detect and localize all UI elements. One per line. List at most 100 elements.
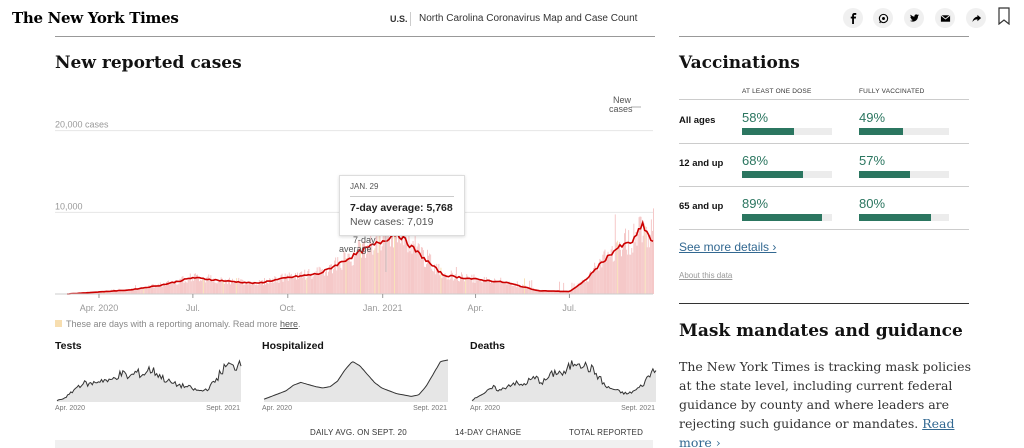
- tests-mini-chart[interactable]: Tests Apr. 2020 Sept. 2021: [55, 340, 243, 420]
- new-cases-bar: [355, 251, 357, 294]
- new-cases-bar: [326, 268, 327, 294]
- new-cases-bar: [336, 270, 338, 294]
- new-cases-bar: [396, 213, 397, 294]
- new-cases-bar: [450, 270, 452, 294]
- new-cases-bar: [516, 281, 518, 294]
- new-cases-bar: [158, 284, 160, 294]
- new-cases-bar: [445, 276, 447, 294]
- new-cases-bar: [531, 280, 533, 294]
- anomaly-read-more-link[interactable]: here: [279, 319, 298, 329]
- new-cases-bar: [117, 291, 119, 294]
- new-cases-bar: [455, 267, 457, 294]
- new-cases-bar: [279, 279, 281, 294]
- new-cases-bar: [620, 249, 621, 294]
- new-cases-bar: [601, 267, 603, 294]
- new-cases-bar: [162, 283, 164, 294]
- new-cases-bar: [99, 291, 100, 294]
- new-cases-bar: [591, 272, 592, 294]
- new-cases-bar: [100, 291, 101, 294]
- new-cases-bar: [565, 291, 567, 294]
- see-more-details-link[interactable]: See more details ›: [679, 240, 777, 254]
- new-cases-bar: [522, 284, 523, 294]
- new-cases-bar: [572, 290, 574, 294]
- new-cases-bar: [614, 214, 616, 294]
- new-cases-bar: [599, 258, 601, 294]
- new-cases-bar: [289, 274, 291, 294]
- new-cases-bar: [333, 269, 335, 294]
- new-cases-bar: [538, 289, 540, 294]
- top-bar: The New York Times U.S. North Carolina C…: [0, 0, 1024, 36]
- new-cases-bar: [334, 260, 336, 294]
- stats-col-daily-avg: DAILY AVG. ON SEPT. 20: [310, 428, 407, 437]
- new-cases-bar: [641, 242, 643, 294]
- new-cases-bar: [190, 281, 192, 294]
- chart-tooltip: JAN. 29 7-day average: 5,768 New cases: …: [339, 175, 465, 236]
- new-cases-bar: [401, 224, 403, 294]
- new-cases-bar: [497, 280, 499, 294]
- new-cases-bar: [478, 280, 480, 294]
- new-cases-bar: [563, 282, 565, 294]
- new-cases-bar: [515, 287, 517, 294]
- new-cases-bar: [384, 228, 386, 294]
- new-cases-bar: [323, 275, 325, 294]
- new-cases-bar: [407, 252, 409, 294]
- new-cases-bar: [400, 243, 402, 294]
- new-cases-bar: [569, 292, 571, 294]
- section-label[interactable]: U.S.: [390, 14, 408, 24]
- hospitalized-mini-chart[interactable]: Hospitalized Apr. 2020 Sept. 2021: [262, 340, 450, 420]
- new-cases-bar: [131, 288, 132, 294]
- new-cases-bar: [640, 216, 642, 294]
- mask-read-more-link[interactable]: Read more ›: [679, 416, 955, 448]
- new-cases-bar: [327, 275, 328, 294]
- new-cases-bar: [379, 228, 381, 294]
- new-cases-bar: [182, 276, 184, 294]
- vax-12-up-full: 57%: [859, 153, 886, 168]
- new-cases-bar: [119, 290, 121, 294]
- new-cases-bar: [225, 280, 227, 294]
- new-cases-bar: [483, 276, 485, 294]
- facebook-icon[interactable]: [843, 8, 863, 28]
- bookmark-icon[interactable]: [998, 7, 1010, 25]
- about-this-data-link[interactable]: About this data: [679, 271, 733, 280]
- new-cases-bar: [647, 234, 649, 294]
- new-cases-bar: [275, 277, 277, 294]
- email-icon[interactable]: [935, 8, 955, 28]
- share-arrow-icon[interactable]: [966, 8, 986, 28]
- new-cases-bar: [150, 286, 152, 294]
- new-cases-bar: [449, 278, 451, 294]
- new-cases-bar: [192, 280, 194, 294]
- new-cases-bar: [637, 234, 639, 294]
- vax-all-ages-one-dose-fill: [742, 128, 795, 135]
- vax-row-label-12-up: 12 and up: [679, 158, 724, 169]
- deaths-mini-chart[interactable]: Deaths Apr. 2020 Sept. 2021: [470, 340, 658, 420]
- new-cases-bar: [485, 277, 487, 294]
- new-cases-bar: [244, 284, 246, 294]
- new-cases-bar: [365, 257, 367, 294]
- new-cases-bar: [635, 232, 637, 294]
- new-cases-bar: [542, 290, 544, 294]
- new-cases-bar: [650, 219, 652, 294]
- new-cases-bar: [406, 240, 408, 294]
- nyt-logo[interactable]: The New York Times: [12, 9, 179, 27]
- new-cases-bar: [219, 280, 221, 294]
- new-cases-bar: [347, 253, 349, 294]
- new-cases-bar: [352, 265, 354, 294]
- new-cases-bar: [510, 282, 512, 294]
- new-cases-bar: [514, 283, 516, 294]
- twitter-icon[interactable]: [904, 8, 924, 28]
- new-cases-bar: [422, 250, 424, 294]
- new-cases-bar: [304, 269, 306, 294]
- new-cases-bar: [278, 283, 280, 294]
- new-cases-bar: [466, 274, 468, 294]
- cases-chart[interactable]: 20,000 cases 10,000 Apr. 2020 Jul. Oct. Jan.…: [55, 88, 655, 318]
- new-cases-bar: [535, 289, 537, 294]
- new-cases-bar: [332, 273, 333, 294]
- new-cases-bar: [148, 285, 150, 294]
- vax-65-up-full: 80%: [859, 196, 886, 211]
- stats-col-14-day-change: 14-DAY CHANGE: [455, 428, 522, 437]
- new-cases-bar: [317, 273, 319, 294]
- deaths-end-label: Sept. 2021: [621, 405, 655, 412]
- new-cases-bar: [402, 219, 404, 294]
- new-cases-bar: [425, 267, 426, 294]
- whatsapp-icon[interactable]: [873, 8, 893, 28]
